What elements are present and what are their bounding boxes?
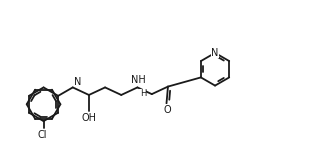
- Text: OH: OH: [82, 113, 96, 123]
- Text: Cl: Cl: [38, 130, 47, 140]
- Text: O: O: [163, 105, 171, 115]
- Text: N: N: [74, 77, 82, 87]
- Text: N: N: [211, 48, 219, 58]
- Text: NH: NH: [131, 76, 146, 85]
- Text: H: H: [140, 89, 146, 98]
